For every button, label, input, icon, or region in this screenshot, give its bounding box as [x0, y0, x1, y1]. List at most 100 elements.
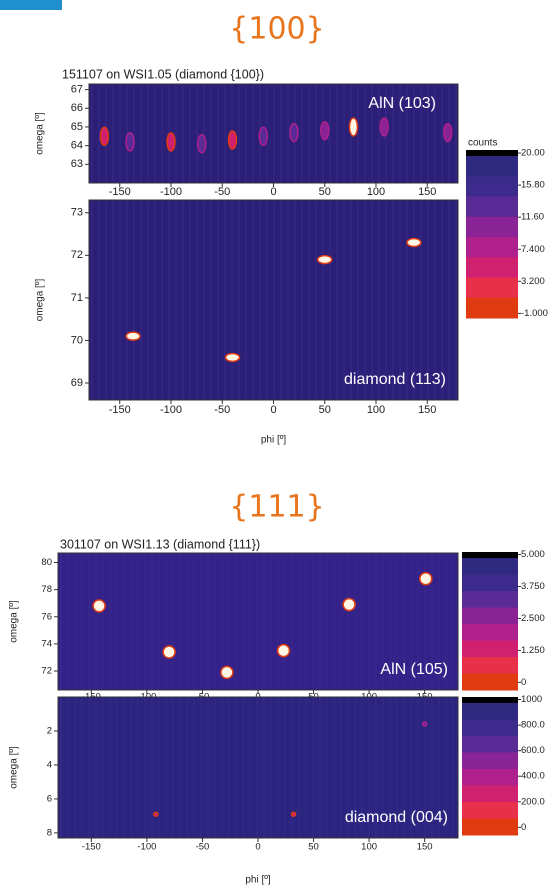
x-axis-label: phi [º]: [245, 875, 271, 886]
x-tick-label: -150: [109, 186, 131, 198]
y-tick-label: 80: [41, 557, 52, 568]
colorbar-band: [462, 673, 518, 691]
colorbar-band: [466, 257, 518, 278]
colorbar-tick-label: 200.0: [521, 796, 545, 807]
x-tick-label: -100: [160, 186, 182, 198]
colorbar-tick-label: 3.200: [521, 276, 545, 287]
panel-title: 151107 on WSI1.05 (diamond {100}): [62, 67, 264, 81]
colorbar-band: [462, 574, 518, 592]
panel-annotation: AlN (105): [380, 661, 448, 678]
y-tick-label: 69: [71, 377, 83, 389]
colorbar-band: [462, 802, 518, 819]
y-tick-label: 72: [71, 249, 83, 261]
x-tick-label: 100: [367, 404, 385, 416]
spot: [320, 120, 330, 141]
colorbar-band: [466, 156, 518, 177]
colorbar-tick-label: 1.250: [521, 645, 545, 656]
spot: [348, 117, 359, 137]
y-axis-label: omega [º]: [9, 600, 20, 643]
spot: [227, 130, 238, 150]
y-tick-label: 64: [71, 140, 83, 152]
spot: [125, 331, 141, 341]
y-tick-label: 8: [47, 827, 52, 838]
spot: [162, 645, 176, 659]
x-tick-label: 50: [319, 404, 331, 416]
x-tick-label: 150: [417, 842, 433, 853]
spot: [276, 643, 291, 658]
panel-annotation: diamond (113): [344, 371, 446, 388]
x-tick-label: -150: [82, 842, 101, 853]
colorbar-tick-label: 5.000: [521, 549, 545, 560]
colorbar-tick-label: 0: [521, 677, 526, 688]
y-tick-label: 63: [71, 158, 83, 170]
spot: [166, 132, 176, 152]
y-tick-label: 4: [47, 759, 52, 770]
colorbar-band: [466, 297, 518, 319]
colorbar-cap: [466, 150, 518, 156]
colorbar-cap: [462, 697, 518, 703]
x-tick-label: -50: [196, 842, 210, 853]
x-tick-label: 0: [255, 842, 260, 853]
panel-annotation: AlN (103): [368, 95, 436, 112]
colorbar-tick-label: -1.000: [521, 308, 548, 319]
colorbar-band: [462, 558, 518, 575]
panel-annotation: diamond (004): [345, 809, 448, 826]
colorbar-band: [462, 591, 518, 608]
colorbar-tick-label: 15.80: [521, 180, 545, 191]
colorbar-band: [462, 703, 518, 720]
y-tick-label: 72: [41, 666, 52, 677]
colorbar-band: [462, 752, 518, 770]
colorbar-band: [462, 818, 518, 836]
spot: [421, 721, 428, 727]
spot: [379, 117, 389, 137]
colorbar-band: [466, 216, 518, 238]
y-tick-label: 67: [71, 84, 83, 96]
spot: [290, 811, 297, 817]
y-tick-label: 73: [71, 207, 83, 219]
y-tick-label: 65: [71, 121, 83, 133]
x-tick-label: 0: [270, 186, 276, 198]
y-tick-label: 71: [71, 292, 83, 304]
spot: [317, 254, 333, 265]
colorbar-tick-label: 600.0: [521, 745, 545, 756]
spot: [153, 811, 159, 817]
colorbar-tick-label: 7.400: [521, 244, 545, 255]
colorbar-tick-label: 0: [521, 822, 526, 833]
spot: [342, 597, 356, 612]
x-tick-label: 0: [270, 404, 276, 416]
colorbar-band: [462, 719, 518, 737]
spot: [258, 126, 268, 147]
colorbar-band: [466, 176, 518, 197]
spot: [224, 352, 241, 363]
colorbar-band: [462, 657, 518, 674]
y-tick-label: 6: [47, 793, 52, 804]
x-tick-label: 150: [418, 404, 436, 416]
colorbar-band: [462, 785, 518, 803]
colorbar-band: [462, 769, 518, 786]
x-tick-label: 50: [319, 186, 331, 198]
spot: [406, 237, 422, 248]
spot: [99, 126, 110, 147]
y-tick-label: 74: [41, 638, 52, 649]
group-title: {100}: [229, 12, 324, 47]
panel-title: 301107 on WSI1.13 (diamond {111}): [60, 537, 260, 551]
colorbar-band: [466, 237, 518, 258]
x-tick-label: -50: [214, 186, 230, 198]
spot: [419, 572, 433, 586]
y-tick-label: 70: [71, 334, 83, 346]
spot: [289, 122, 299, 143]
colorbar-tick-label: 11.60: [521, 212, 544, 223]
y-tick-label: 2: [47, 725, 52, 736]
x-tick-label: -150: [109, 404, 131, 416]
spot: [197, 134, 207, 154]
x-tick-label: 50: [308, 842, 319, 853]
y-tick-label: 66: [71, 102, 83, 114]
corner-tab: [0, 0, 62, 10]
colorbar-tick-label: 3.750: [521, 581, 545, 592]
group-title: {111}: [229, 490, 324, 525]
spot: [92, 599, 106, 613]
y-axis-label: omega [º]: [35, 279, 46, 322]
x-tick-label: -50: [214, 404, 230, 416]
colorbar-tick-label: 20.00: [521, 148, 545, 159]
